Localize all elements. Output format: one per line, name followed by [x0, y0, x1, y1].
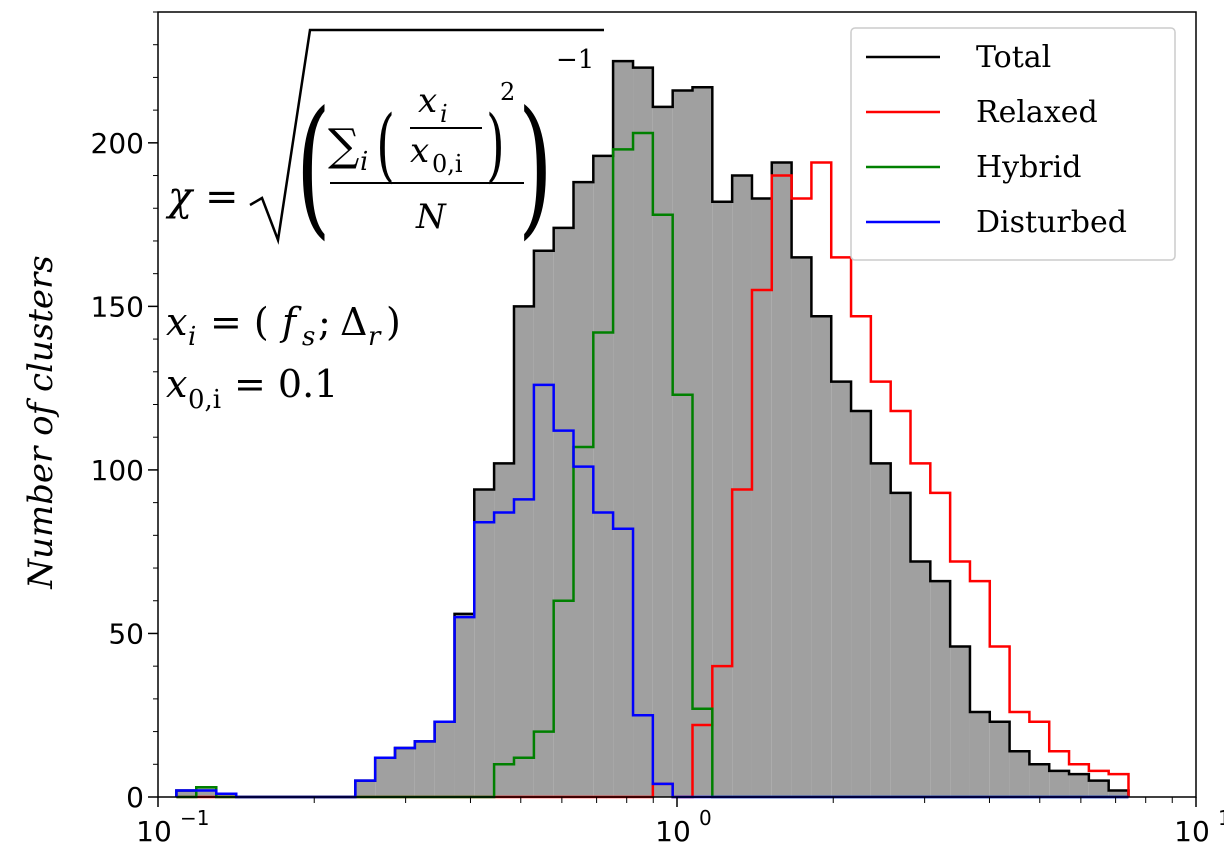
xi-var: x — [166, 300, 187, 344]
total-bar — [969, 711, 990, 797]
sum-index: i — [360, 147, 368, 177]
frac-top-var: x — [418, 81, 437, 121]
close-paren: ) — [386, 300, 401, 344]
total-bar — [474, 489, 495, 797]
x-tick-label: 10 — [655, 815, 691, 847]
total-bar — [1029, 764, 1050, 797]
inner-left-paren: ( — [376, 98, 395, 191]
total-bar — [831, 381, 852, 797]
y-tick-label: 150 — [91, 290, 144, 323]
x-tick-label: 10 — [136, 815, 172, 847]
total-bar — [593, 155, 614, 797]
total-bar — [1009, 751, 1030, 797]
y-tick-label: 50 — [108, 617, 144, 650]
outer-left-paren: ( — [296, 80, 331, 255]
total-bar — [851, 411, 871, 797]
semicolon: ; — [318, 300, 331, 344]
x-tick-label: 10 — [1174, 815, 1210, 847]
x0-var: x — [166, 362, 187, 406]
total-bar — [791, 257, 812, 797]
total-bar — [930, 581, 951, 797]
total-bar — [573, 182, 594, 798]
fs-var: f — [279, 300, 302, 344]
legend-label-relaxed: Relaxed — [976, 95, 1098, 130]
x-tick-exponent: 1 — [1218, 806, 1224, 830]
y-tick-label: 200 — [91, 127, 144, 160]
total-bar — [216, 793, 237, 797]
x0-sub: 0,i — [188, 385, 221, 415]
legend-label-total: Total — [976, 40, 1051, 75]
plot-area — [175, 59, 1130, 799]
xi-rhs: = ( — [210, 300, 269, 344]
total-bar — [1088, 780, 1109, 797]
y-axis-label: Number of clusters — [21, 255, 61, 589]
total-bar — [910, 561, 931, 797]
total-bar — [176, 790, 197, 797]
chi-symbol: χ — [165, 174, 195, 220]
total-bar — [196, 787, 217, 797]
total-bar — [771, 162, 792, 798]
total-bar — [553, 227, 574, 797]
total-bar — [414, 741, 435, 797]
frac-top-sub: i — [440, 100, 448, 128]
total-bar — [811, 316, 832, 797]
total-bar — [454, 613, 475, 797]
total-bar — [751, 198, 772, 797]
legend-label-hybrid: Hybrid — [976, 150, 1081, 185]
total-bar — [950, 646, 970, 797]
chi-equals: = — [205, 174, 239, 220]
total-bar — [434, 721, 455, 797]
total-bar — [1108, 790, 1129, 797]
frac-bottom-sub: 0,i — [432, 150, 463, 178]
total-bar — [633, 67, 653, 797]
total-bar — [672, 90, 693, 797]
chi-formula-annotation: χ = ( ) ∑ i ( ) x i x 0,i 2 N −1 x i = (… — [165, 28, 604, 415]
total-bar — [613, 61, 634, 797]
legend-label-disturbed: Disturbed — [976, 205, 1127, 240]
denominator-n: N — [415, 197, 447, 237]
y-tick-label: 0 — [126, 781, 144, 814]
power-two: 2 — [500, 78, 515, 106]
fs-sub: s — [302, 322, 315, 352]
total-bar — [989, 721, 1010, 797]
y-tick-label: 100 — [91, 454, 144, 487]
total-bar — [870, 463, 891, 797]
x-tick-exponent: 0 — [699, 806, 712, 830]
total-bar — [494, 463, 514, 797]
total-bar — [513, 306, 534, 797]
sqrt-sign — [249, 28, 604, 245]
total-bar — [355, 780, 376, 797]
total-bar — [732, 175, 752, 797]
x-tick-exponent: −1 — [180, 806, 209, 830]
sum-symbol: ∑ — [328, 120, 359, 171]
outer-right-paren: ) — [518, 80, 553, 255]
total-bar — [533, 250, 554, 798]
legend: Total Relaxed Hybrid Disturbed — [850, 27, 1176, 261]
frac-bottom-var: x — [410, 131, 429, 171]
x0-rhs: = 0.1 — [234, 362, 338, 406]
inner-right-paren: ) — [486, 98, 505, 191]
total-bar — [712, 201, 733, 798]
delta-symbol: Δ — [340, 300, 367, 344]
power-minus-one: −1 — [556, 45, 594, 75]
legend-box — [850, 27, 1176, 261]
total-bar — [1049, 770, 1070, 797]
total-bar — [890, 492, 911, 797]
total-bar — [395, 747, 415, 797]
total-bar — [692, 87, 713, 797]
xi-sub: i — [188, 322, 196, 352]
total-bar — [1069, 774, 1089, 797]
delta-sub: r — [368, 322, 382, 352]
total-bar — [375, 757, 396, 797]
total-bar — [652, 106, 673, 797]
